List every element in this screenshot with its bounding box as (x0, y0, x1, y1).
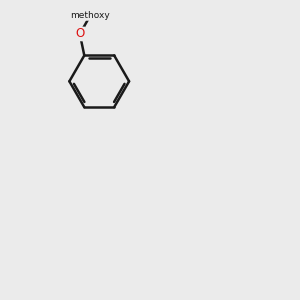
Text: methoxy: methoxy (70, 11, 110, 20)
Text: methoxy: methoxy (70, 11, 110, 20)
Text: O: O (75, 28, 85, 40)
